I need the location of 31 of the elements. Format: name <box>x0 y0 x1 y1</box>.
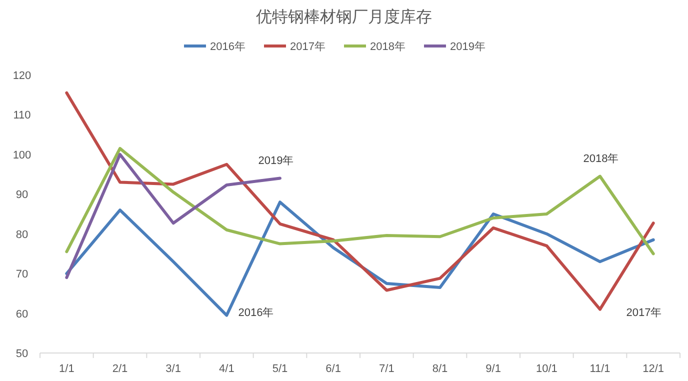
annotation: 2019年 <box>258 155 294 167</box>
x-tick-label: 12/1 <box>642 363 664 375</box>
x-tick-label: 2/1 <box>112 363 128 375</box>
legend-label: 2017年 <box>290 41 326 53</box>
annotation: 2018年 <box>583 153 619 165</box>
x-tick-label: 3/1 <box>166 363 181 375</box>
y-tick-label: 110 <box>13 110 31 122</box>
y-tick-label: 60 <box>16 308 28 320</box>
y-tick-label: 80 <box>16 228 28 241</box>
annotation: 2017年 <box>626 307 662 319</box>
y-tick-label: 120 <box>12 70 32 82</box>
x-tick-label: 9/1 <box>486 363 501 375</box>
x-tick-label: 8/1 <box>432 363 448 375</box>
line-series <box>65 152 282 280</box>
y-tick-label: 90 <box>16 189 28 202</box>
line-series <box>65 146 655 256</box>
x-tick-label: 11/1 <box>590 363 610 375</box>
legend-label: 2018年 <box>370 41 406 53</box>
x-tick-label: 5/1 <box>272 363 288 375</box>
legend-label: 2019年 <box>450 41 486 53</box>
x-tick-label: 4/1 <box>219 363 234 375</box>
x-tick-label: 1/1 <box>59 363 74 375</box>
chart-title: 优特钢棒材钢厂月度库存 <box>256 8 432 26</box>
y-tick-label: 100 <box>12 149 32 162</box>
annotation: 2016年 <box>238 307 274 319</box>
x-tick-label: 6/1 <box>326 363 341 375</box>
y-tick-label: 50 <box>16 348 28 360</box>
legend-label: 2016年 <box>210 41 246 53</box>
y-tick-label: 70 <box>16 268 28 281</box>
x-tick-label: 7/1 <box>379 363 394 375</box>
x-tick-label: 10/1 <box>536 363 558 375</box>
